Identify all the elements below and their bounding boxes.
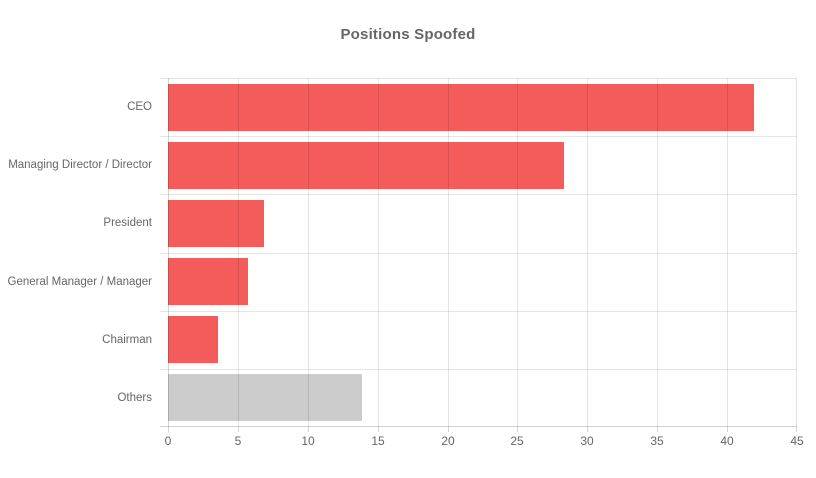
category-label: CEO	[127, 101, 152, 114]
value-axis-labels: 0 5 10 15 20 25 30 35 40 45	[165, 434, 804, 452]
bar-ceo[interactable]	[168, 83, 754, 131]
chart-title: Positions Spoofed	[340, 26, 476, 43]
x-tick-label: 40	[720, 434, 734, 448]
horizontal-gridline	[160, 136, 797, 137]
x-tick-label: 30	[580, 434, 594, 448]
x-tick-label: 45	[790, 434, 804, 448]
category-label: Managing Director / Director	[8, 159, 152, 172]
vertical-gridline	[727, 78, 728, 427]
x-tick-label: 5	[234, 434, 242, 448]
category-axis-labels: CEO Managing Director / Director President…	[0, 78, 160, 427]
x-axis-tick	[448, 427, 449, 432]
vertical-gridline	[448, 78, 449, 427]
vertical-gridline	[238, 78, 239, 427]
horizontal-gridline	[160, 369, 797, 370]
x-axis-tick	[517, 427, 518, 432]
vertical-gridline	[587, 78, 588, 427]
vertical-gridline	[657, 78, 658, 427]
horizontal-gridline	[160, 311, 797, 312]
vertical-gridline	[517, 78, 518, 427]
x-tick-label: 35	[650, 434, 664, 448]
bar-general-manager-manager[interactable]	[168, 258, 248, 306]
x-axis-line	[160, 426, 797, 427]
category-label: Chairman	[102, 333, 152, 346]
x-tick-label: 10	[301, 434, 315, 448]
x-axis-tick	[238, 427, 239, 432]
x-axis-tick	[796, 427, 797, 432]
x-axis-tick	[168, 427, 169, 432]
bar-others[interactable]	[168, 374, 363, 422]
x-axis-tick	[308, 427, 309, 432]
x-tick-label: 0	[164, 434, 172, 448]
vertical-gridline	[308, 78, 309, 427]
horizontal-gridline	[160, 194, 797, 195]
x-tick-label: 15	[371, 434, 385, 448]
bar-chairman[interactable]	[168, 316, 219, 364]
x-axis-tick	[727, 427, 728, 432]
horizontal-gridline	[160, 253, 797, 254]
x-axis-tick	[587, 427, 588, 432]
category-label: General Manager / Manager	[7, 275, 152, 288]
x-tick-label: 25	[510, 434, 524, 448]
vertical-gridline	[796, 78, 797, 427]
y-axis-line	[168, 78, 169, 427]
x-tick-label: 20	[441, 434, 455, 448]
x-axis-tick	[378, 427, 379, 432]
x-axis-tick	[657, 427, 658, 432]
plot-area	[160, 78, 797, 432]
bar-managing-director-director[interactable]	[168, 141, 564, 189]
horizontal-gridline	[160, 78, 797, 79]
vertical-gridline	[378, 78, 379, 427]
bar-president[interactable]	[168, 199, 265, 247]
category-label: Others	[117, 391, 152, 404]
category-label: President	[103, 217, 152, 230]
